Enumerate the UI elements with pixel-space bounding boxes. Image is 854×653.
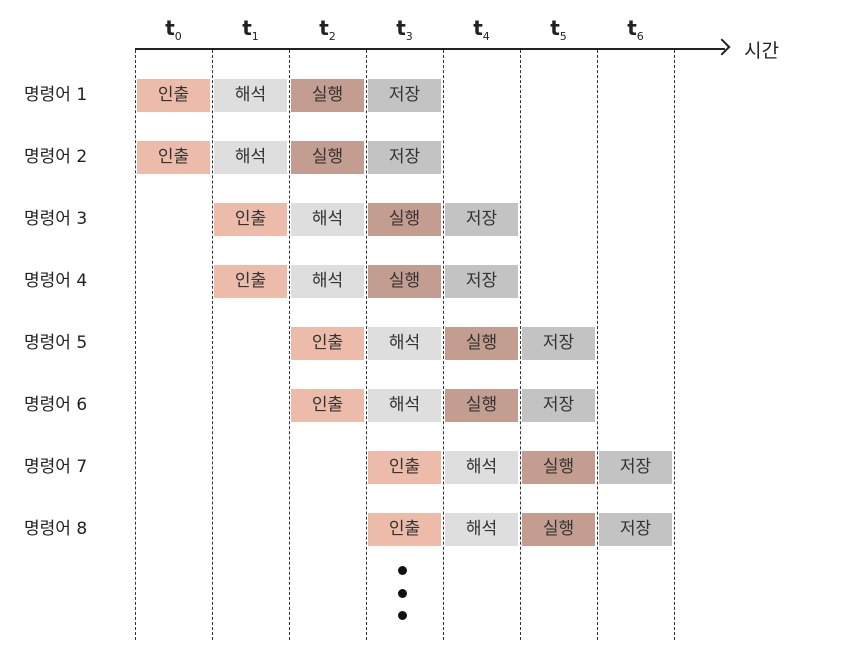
stage-cell-store: 저장: [368, 141, 441, 174]
time-boundary-line: [520, 50, 521, 640]
time-label-subscript: 5: [559, 30, 567, 43]
time-label-letter: t: [165, 16, 175, 40]
ellipsis-dot: [398, 611, 407, 620]
time-label-subscript: 2: [328, 30, 336, 43]
stage-cell-fetch: 인출: [214, 265, 287, 298]
time-boundary-line: [289, 50, 290, 640]
time-boundary-line: [674, 50, 675, 640]
time-boundary-line: [135, 50, 136, 640]
time-label-3: t3: [385, 16, 425, 43]
stage-cell-fetch: 인출: [137, 79, 210, 112]
stage-cell-decode: 해석: [291, 265, 364, 298]
stage-cell-decode: 해석: [445, 513, 518, 546]
time-label-letter: t: [473, 16, 483, 40]
instruction-label: 명령어 5: [24, 333, 88, 353]
time-label-subscript: 3: [405, 30, 413, 43]
stage-cell-exec: 실행: [368, 203, 441, 236]
stage-cell-exec: 실행: [445, 327, 518, 360]
time-label-5: t5: [539, 16, 579, 43]
time-label-0: t0: [154, 16, 194, 43]
stage-cell-decode: 해석: [214, 141, 287, 174]
ellipsis-dot: [398, 589, 407, 598]
stage-cell-exec: 실행: [291, 141, 364, 174]
time-label-subscript: 6: [636, 30, 644, 43]
time-label-6: t6: [616, 16, 656, 43]
time-label-subscript: 4: [482, 30, 490, 43]
stage-cell-exec: 실행: [368, 265, 441, 298]
stage-cell-exec: 실행: [445, 389, 518, 422]
stage-cell-store: 저장: [368, 79, 441, 112]
stage-cell-fetch: 인출: [368, 513, 441, 546]
stage-cell-decode: 해석: [368, 389, 441, 422]
time-label-subscript: 1: [251, 30, 259, 43]
time-label-1: t1: [231, 16, 271, 43]
time-label-letter: t: [319, 16, 329, 40]
stage-cell-exec: 실행: [522, 513, 595, 546]
time-axis-arrow-icon: [713, 38, 731, 56]
stage-cell-decode: 해석: [291, 203, 364, 236]
instruction-label: 명령어 7: [24, 457, 88, 477]
stage-cell-decode: 해석: [368, 327, 441, 360]
time-label-letter: t: [242, 16, 252, 40]
time-label-4: t4: [462, 16, 502, 43]
time-label-letter: t: [396, 16, 406, 40]
time-boundary-line: [366, 50, 367, 640]
time-label-2: t2: [308, 16, 348, 43]
time-axis-line: [135, 48, 725, 50]
time-label-subscript: 0: [174, 30, 182, 43]
stage-cell-fetch: 인출: [214, 203, 287, 236]
stage-cell-exec: 실행: [291, 79, 364, 112]
stage-cell-store: 저장: [445, 265, 518, 298]
stage-cell-decode: 해석: [445, 451, 518, 484]
stage-cell-store: 저장: [522, 389, 595, 422]
time-axis-title: 시간: [744, 40, 779, 62]
instruction-label: 명령어 2: [24, 147, 88, 167]
time-boundary-line: [443, 50, 444, 640]
stage-cell-store: 저장: [599, 451, 672, 484]
stage-cell-store: 저장: [445, 203, 518, 236]
time-boundary-line: [597, 50, 598, 640]
time-label-letter: t: [627, 16, 637, 40]
time-label-letter: t: [550, 16, 560, 40]
stage-cell-fetch: 인출: [368, 451, 441, 484]
stage-cell-store: 저장: [522, 327, 595, 360]
stage-cell-fetch: 인출: [291, 389, 364, 422]
time-boundary-line: [212, 50, 213, 640]
stage-cell-decode: 해석: [214, 79, 287, 112]
instruction-label: 명령어 1: [24, 85, 88, 105]
instruction-label: 명령어 3: [24, 209, 88, 229]
stage-cell-fetch: 인출: [291, 327, 364, 360]
stage-cell-exec: 실행: [522, 451, 595, 484]
stage-cell-fetch: 인출: [137, 141, 210, 174]
ellipsis-dot: [398, 566, 407, 575]
instruction-label: 명령어 4: [24, 271, 88, 291]
instruction-label: 명령어 8: [24, 519, 88, 539]
instruction-label: 명령어 6: [24, 395, 88, 415]
stage-cell-store: 저장: [599, 513, 672, 546]
